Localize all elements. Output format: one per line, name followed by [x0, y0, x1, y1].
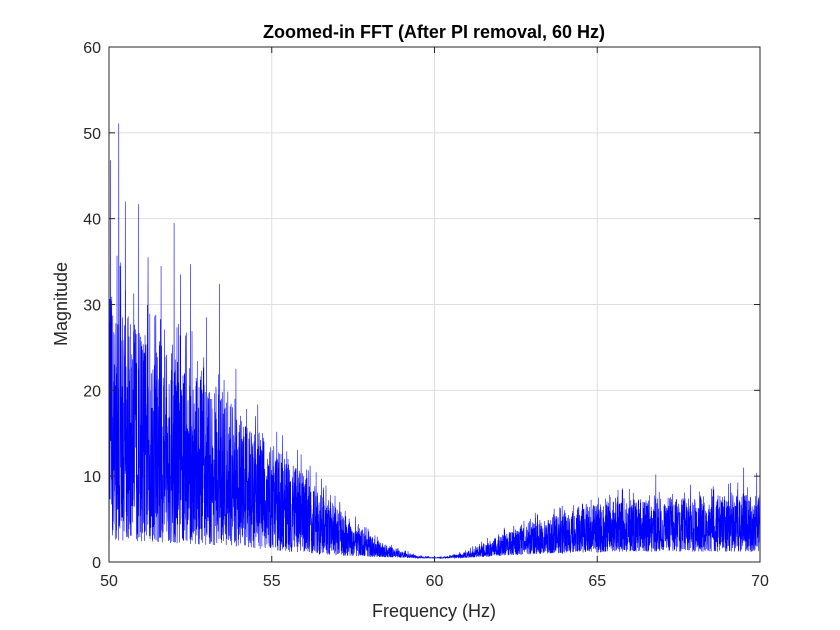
y-tick-label: 50 — [83, 126, 101, 143]
chart-title: Zoomed-in FFT (After PI removal, 60 Hz) — [263, 22, 605, 42]
y-tick-label: 40 — [83, 212, 101, 229]
x-tick-label: 70 — [751, 573, 769, 590]
x-tick-label: 60 — [426, 573, 444, 590]
x-axis-label: Frequency (Hz) — [372, 601, 496, 621]
y-axis-label: Magnitude — [51, 262, 71, 346]
y-tick-label: 20 — [83, 383, 101, 400]
x-tick-label: 50 — [100, 573, 118, 590]
x-axis-ticks: 50 55 60 65 70 — [100, 47, 769, 590]
y-tick-label: 0 — [92, 555, 101, 572]
y-axis-ticks: 0 10 20 30 40 50 60 — [83, 40, 760, 572]
y-tick-label: 30 — [83, 298, 101, 315]
x-tick-label: 55 — [263, 573, 281, 590]
x-tick-label: 65 — [588, 573, 606, 590]
y-tick-label: 10 — [83, 469, 101, 486]
y-tick-label: 60 — [83, 40, 101, 57]
